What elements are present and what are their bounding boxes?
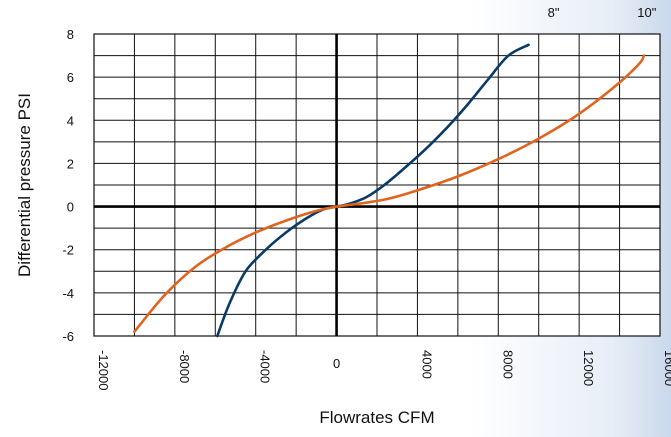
y-tick-label: 8 [67,27,74,42]
y-tick-label: 0 [67,200,74,215]
series-label-10in: 10" [637,5,656,20]
y-axis-title: Differential pressure PSI [15,93,34,277]
y-tick-label: -4 [62,286,74,301]
x-tick-label: 12000 [581,350,596,386]
series-label-8in: 8" [548,5,560,20]
x-axis-title: Flowrates CFM [319,408,434,427]
x-tick-label: -4000 [258,350,273,383]
x-tick-label: 8000 [500,350,515,379]
x-tick-label: -12000 [96,350,111,390]
y-tick-label: 4 [67,113,74,128]
x-tick-label: 4000 [419,350,434,379]
y-tick-label: -6 [62,329,74,344]
x-tick-label: -8000 [177,350,192,383]
x-tick-label: 16000 [662,350,671,386]
series-line-8in [216,43,530,338]
plot-frame [93,33,661,337]
y-tick-label: 6 [67,70,74,85]
y-tick-label: -2 [62,243,74,258]
series-line-10in [133,54,646,333]
y-tick-label: 2 [67,156,74,171]
x-tick-label: 0 [333,356,340,371]
